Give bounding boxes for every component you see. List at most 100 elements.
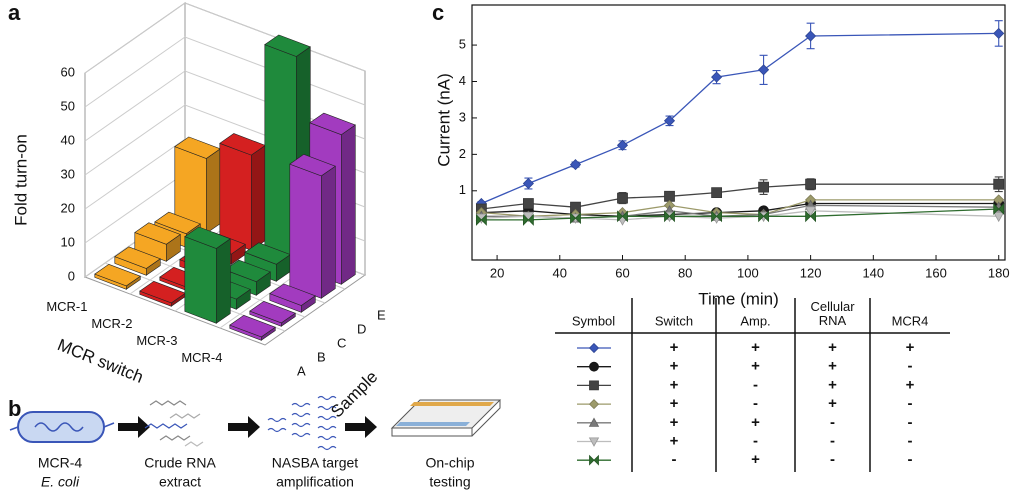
table-cell: + — [751, 451, 760, 468]
bar-side — [216, 238, 231, 324]
bar-side — [340, 124, 356, 285]
bar-3d — [184, 226, 231, 324]
table-cell: + — [828, 358, 837, 375]
chip-icon — [390, 399, 502, 437]
table-cell: - — [830, 451, 835, 468]
table-cell: - — [908, 358, 913, 375]
marker — [711, 71, 723, 83]
marker — [664, 190, 675, 202]
table-cell: - — [830, 414, 835, 431]
bar-top — [94, 263, 141, 287]
x-tick-label: 20 — [490, 265, 504, 280]
marker — [711, 210, 722, 223]
marker — [588, 399, 600, 410]
series-line — [481, 183, 999, 210]
bar-side — [320, 165, 336, 299]
bar-top — [229, 314, 276, 338]
marker — [570, 201, 581, 213]
marker — [588, 342, 600, 354]
x-tick-label: 160 — [925, 265, 947, 280]
x-tick-label: 140 — [862, 265, 884, 280]
column-label: C — [337, 335, 346, 350]
bar-side — [251, 144, 266, 251]
series-line — [481, 32, 999, 205]
marker — [588, 437, 600, 447]
x-axis-label: MCR switch — [55, 335, 146, 387]
bar-3d — [219, 133, 266, 251]
rna-icon — [144, 400, 204, 447]
step-label: Crude RNA — [144, 455, 216, 471]
panel-label: a — [8, 0, 21, 25]
marker — [617, 210, 628, 223]
y-tick-label: 5 — [459, 37, 466, 52]
bar-top — [114, 246, 161, 269]
legend-symbol — [577, 454, 611, 466]
table-cell: - — [908, 414, 913, 431]
table-header: Switch — [655, 313, 693, 328]
legend-symbol — [577, 417, 611, 427]
table-cell: + — [906, 339, 915, 356]
z-tick-label: 60 — [61, 64, 75, 79]
z-tick-label: 30 — [61, 166, 75, 181]
bar-top — [269, 283, 316, 306]
marker — [804, 206, 817, 217]
bar-front — [289, 163, 322, 299]
step-label: extract — [159, 474, 201, 490]
panel-label: c — [432, 0, 444, 25]
marker — [523, 198, 534, 209]
x-tick-label: 100 — [737, 265, 759, 280]
marker — [570, 212, 581, 225]
marker — [758, 181, 769, 193]
bar-side — [206, 148, 221, 234]
table-cell: + — [670, 395, 679, 412]
table-cell: + — [670, 376, 679, 393]
step-label: testing — [429, 474, 470, 490]
marker — [523, 213, 534, 226]
table-cell: + — [828, 395, 837, 412]
bacterium-icon — [9, 411, 115, 443]
step-label: MCR-4 — [38, 455, 83, 471]
table-cell: - — [753, 376, 758, 393]
table-cell: + — [670, 414, 679, 431]
bar-top — [224, 259, 271, 283]
table-header: Amp. — [740, 313, 770, 328]
y-tick-label: 3 — [459, 109, 466, 124]
bar-top — [289, 153, 336, 177]
legend-symbol — [577, 361, 611, 372]
x-tick-label: 80 — [678, 265, 692, 280]
marker — [993, 178, 1005, 190]
step-label: On-chip — [425, 455, 474, 471]
marker — [805, 210, 816, 223]
table-cell: + — [828, 339, 837, 356]
marker — [589, 361, 599, 372]
row-label: MCR-3 — [136, 333, 177, 348]
marker — [993, 203, 1005, 215]
table-cell: + — [670, 432, 679, 449]
table-cell: + — [670, 358, 679, 375]
panel-label: b — [8, 396, 21, 421]
bar-3d — [289, 153, 336, 299]
x-tick-label: 40 — [553, 265, 567, 280]
step-label: amplification — [276, 474, 354, 490]
y-tick-label: 4 — [459, 73, 466, 88]
table-cell: + — [906, 376, 915, 393]
legend-symbol — [577, 399, 611, 410]
amplicon-icon — [267, 395, 337, 451]
step-label: E. coli — [41, 474, 80, 490]
table-cell: - — [753, 395, 758, 412]
x-tick-label: 180 — [988, 265, 1010, 280]
arrow — [118, 416, 377, 438]
table-cell: + — [751, 358, 760, 375]
y-tick-label: 1 — [459, 182, 466, 197]
bar-top — [249, 300, 296, 324]
table-header: Cellular RNA — [810, 300, 854, 328]
bar-3d — [249, 300, 296, 327]
bar-3d — [139, 280, 186, 307]
row-label: MCR-2 — [91, 316, 132, 331]
row-label: MCR-1 — [46, 299, 87, 314]
y-axis-label: Current (nA) — [434, 73, 453, 167]
z-tick-label: 50 — [61, 98, 75, 113]
y-axis-label: Sample — [327, 367, 381, 421]
bar-top — [154, 211, 201, 235]
